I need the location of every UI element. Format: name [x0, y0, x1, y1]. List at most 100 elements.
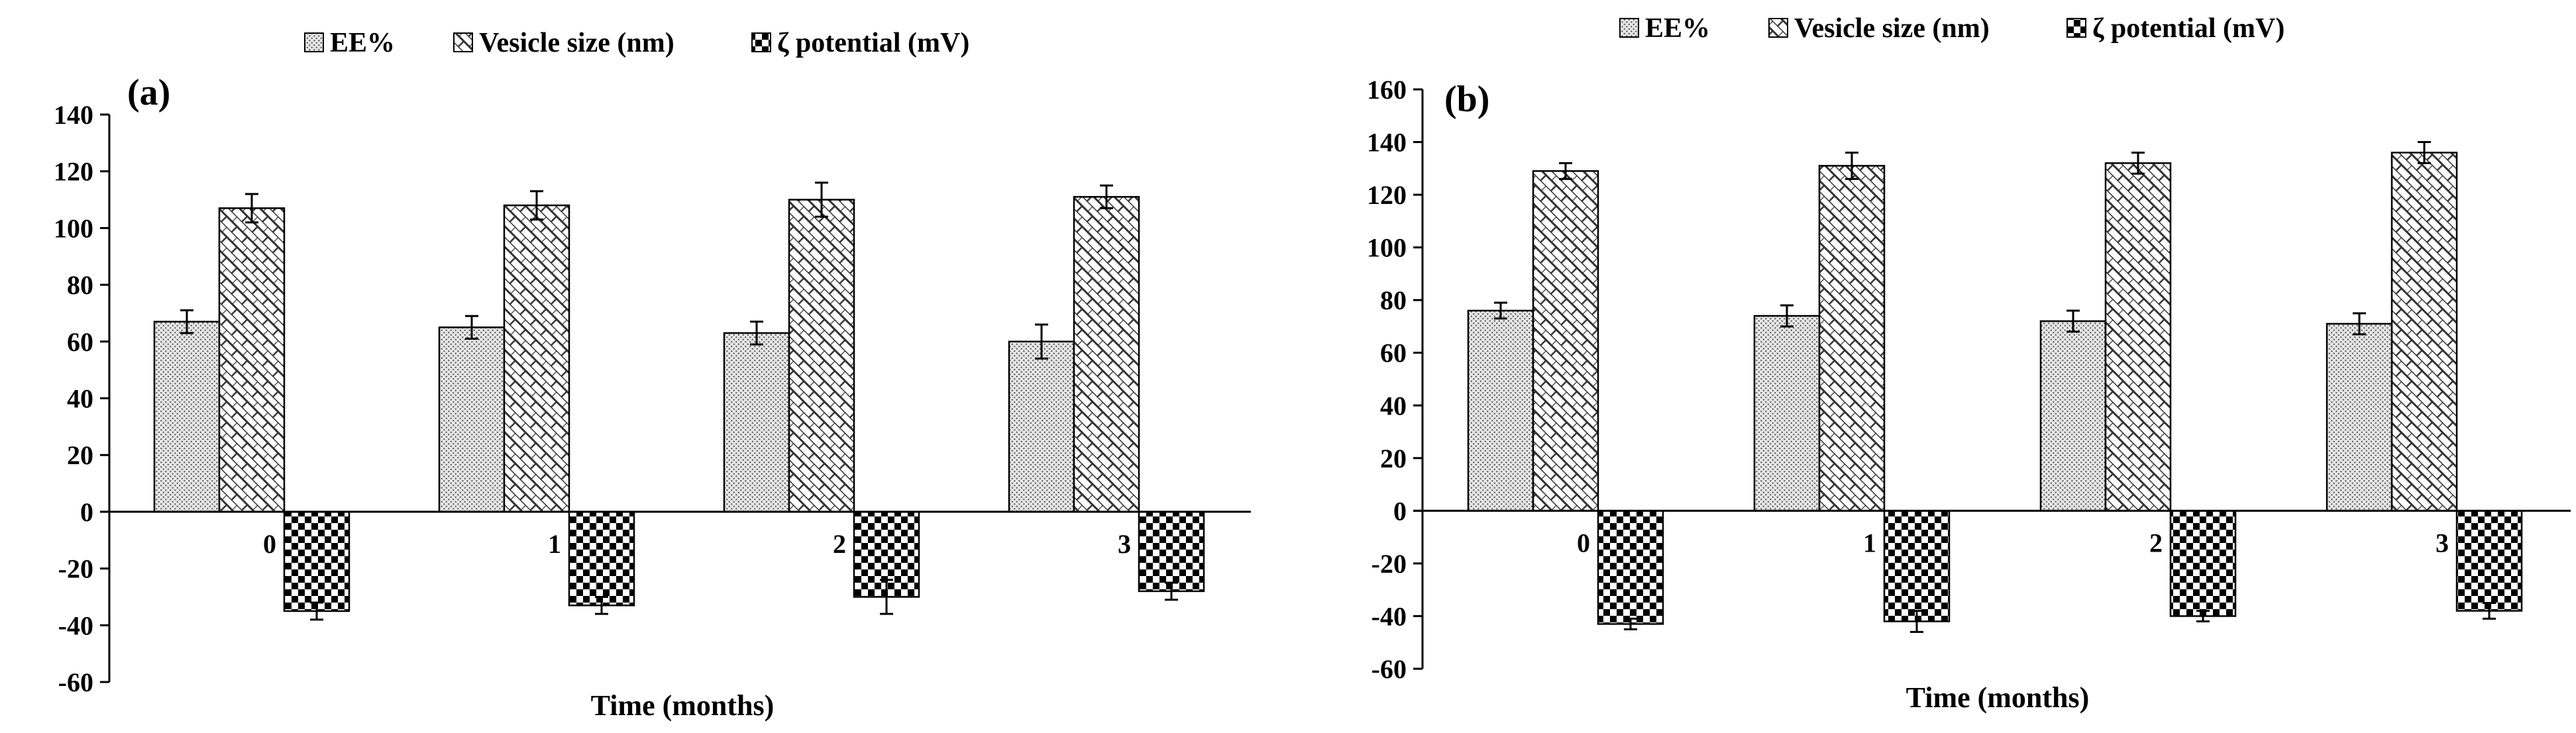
error-bar-vesicle-size-0: [245, 193, 258, 224]
legend-label-zeta: ζ potential (mV): [2092, 13, 2284, 44]
legend-swatch-ee: [304, 32, 324, 52]
y-tick-label: 20: [67, 440, 93, 470]
legend-swatch-ee: [1619, 18, 1639, 38]
bar-zeta-potential-2: [2169, 510, 2237, 617]
x-category-label: 0: [1577, 528, 1590, 558]
y-tick-label: 140: [1367, 128, 1407, 158]
error-bar-zeta-potential-1: [595, 595, 608, 615]
legend-swatch-zeta: [751, 32, 771, 52]
x-category-labels: 0 1 2 3: [1577, 528, 2449, 558]
bar-vesicle-size-0: [218, 207, 286, 513]
legend-swatch-zeta: [2066, 18, 2086, 38]
y-tick-label: 0: [1393, 496, 1407, 526]
y-axis-ticks: 160 140 120 100 80 60 40 20 0 -20 -40 -60: [1367, 75, 1422, 684]
bar-zeta-potential-0: [1597, 510, 1664, 625]
legend: EE% Vesicle size (nm) ζ potential (mV): [1619, 13, 2284, 44]
y-tick-label: 80: [67, 270, 93, 300]
legend-swatch-vesicle: [453, 32, 473, 52]
error-bar-vesicle-size-3: [2418, 141, 2431, 164]
y-tick-label: 80: [1380, 285, 1407, 315]
error-bar-vesicle-size-1: [530, 190, 543, 221]
y-tick-label: 160: [1367, 75, 1407, 105]
y-tick-label: 100: [54, 213, 93, 243]
panel-label: (a): [127, 72, 170, 113]
bar-zeta-potential-3: [1138, 511, 1205, 593]
legend-label-ee: EE%: [330, 28, 395, 58]
x-category-label: 2: [2149, 528, 2163, 558]
bar-ee-2: [723, 332, 790, 513]
bar-ee-3: [2326, 322, 2393, 512]
panel-label: (b): [1444, 79, 1489, 120]
bar-ee-1: [438, 326, 506, 513]
bar-vesicle-size-0: [1532, 170, 1599, 512]
error-bar-zeta-potential-3: [1165, 581, 1178, 601]
error-bar-zeta-potential-2: [880, 579, 893, 615]
bar-vesicle-size-1: [503, 204, 570, 513]
y-tick-label: 60: [1380, 338, 1407, 368]
bar-vesicle-size-3: [2390, 152, 2458, 512]
bar-vesicle-size-2: [788, 199, 855, 513]
y-tick-label: 100: [1367, 233, 1407, 263]
bar-group: [153, 196, 1205, 612]
x-category-label: 0: [263, 529, 276, 559]
error-bar-vesicle-size-1: [1845, 151, 1858, 180]
error-bar-ee-3: [2353, 312, 2366, 336]
y-tick-label: 40: [1380, 391, 1407, 420]
y-tick-label: 120: [54, 157, 93, 187]
y-tick-label: -40: [58, 611, 93, 640]
bar-zeta-potential-1: [568, 511, 635, 607]
y-tick-label: 140: [54, 100, 93, 130]
bar-ee-0: [153, 320, 221, 513]
axes: [100, 115, 1251, 682]
y-tick-label: -20: [58, 554, 93, 584]
y-tick-label: -40: [1371, 601, 1407, 631]
bar-ee-0: [1467, 309, 1534, 512]
bar-zeta-potential-0: [283, 511, 350, 612]
axes: [1413, 89, 2571, 669]
error-bars: [180, 181, 1178, 621]
x-axis-title: Time (months): [1906, 681, 2090, 714]
error-bar-ee-0: [1494, 301, 1507, 320]
bar-vesicle-size-2: [2104, 162, 2172, 512]
y-tick-label: 40: [67, 384, 93, 414]
bar-zeta-potential-1: [1883, 510, 1951, 622]
error-bar-vesicle-size-2: [815, 181, 828, 218]
legend-swatch-vesicle: [1768, 18, 1788, 38]
bar-vesicle-size-1: [1818, 165, 1886, 512]
bar-ee-3: [1008, 340, 1075, 513]
legend-label-zeta: ζ potential (mV): [777, 28, 969, 58]
y-tick-label: -60: [1371, 654, 1407, 684]
legend-label-ee: EE%: [1645, 13, 1710, 44]
legend: EE% Vesicle size (nm) ζ potential (mV): [304, 28, 969, 58]
chart-panel-b: EE% Vesicle size (nm) ζ potential (mV) (…: [1367, 13, 2571, 714]
y-tick-label: 0: [80, 497, 93, 527]
error-bar-vesicle-size-0: [1559, 162, 1572, 180]
bar-zeta-potential-3: [2455, 510, 2523, 612]
y-axis-ticks: 140 120 100 80 60 40 20 0 -20 -40 -60: [54, 100, 109, 697]
error-bar-zeta-potential-0: [1624, 617, 1637, 630]
error-bar-zeta-potential-2: [2196, 610, 2210, 622]
legend-label-vesicle: Vesicle size (nm): [1794, 13, 1990, 44]
error-bar-ee-0: [180, 309, 193, 334]
x-category-label: 1: [1863, 528, 1876, 558]
y-tick-label: 120: [1367, 180, 1407, 210]
error-bar-ee-3: [1035, 323, 1048, 360]
bar-ee-2: [2039, 320, 2107, 512]
error-bar-vesicle-size-2: [2131, 151, 2145, 175]
y-tick-label: -20: [1371, 549, 1407, 579]
error-bar-ee-2: [750, 320, 763, 346]
error-bar-vesicle-size-3: [1100, 184, 1113, 209]
error-bar-ee-1: [1780, 304, 1794, 328]
error-bar-zeta-potential-1: [1910, 610, 1923, 633]
x-axis-title: Time (months): [591, 689, 775, 722]
error-bar-zeta-potential-3: [2483, 602, 2496, 620]
chart-panel-a: EE% Vesicle size (nm) ζ potential (mV) (…: [54, 28, 1251, 722]
error-bar-ee-1: [465, 315, 478, 340]
legend-label-vesicle: Vesicle size (nm): [479, 28, 674, 58]
y-tick-label: 20: [1380, 444, 1407, 473]
bar-ee-1: [1753, 315, 1821, 512]
bar-group: [1467, 152, 2523, 625]
x-category-label: 3: [1118, 529, 1131, 559]
bar-vesicle-size-3: [1073, 196, 1140, 513]
